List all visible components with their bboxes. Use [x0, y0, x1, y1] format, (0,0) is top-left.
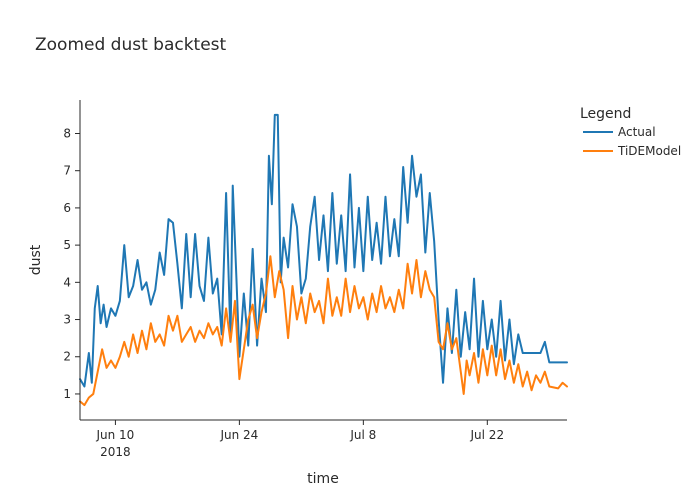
x-tick-label: Jul 22 — [470, 428, 505, 442]
x-tick-label: Jul 8 — [349, 428, 376, 442]
legend-label-actual: Actual — [618, 125, 656, 139]
y-axis-title: dust — [28, 244, 44, 275]
x-tick-label: Jun 10 — [95, 428, 134, 442]
legend: Legend Actual TiDEModel — [580, 106, 681, 158]
y-tick-label: 7 — [63, 164, 71, 178]
y-tick-label: 3 — [63, 313, 71, 327]
plot-area: 1 2 3 4 5 6 7 8 Jun 10 2018 Jun 24 Jul 8 Jul 22 — [63, 100, 568, 459]
y-tick-label: 6 — [63, 201, 71, 215]
x-axis-title: time — [307, 471, 339, 487]
x-tick-label: Jun 24 — [219, 428, 258, 442]
legend-title: Legend — [580, 106, 631, 122]
legend-label-tidemodel: TiDEModel — [617, 144, 681, 158]
y-axis-ticks: 1 2 3 4 5 6 7 8 — [63, 126, 80, 401]
chart-title: Zoomed dust backtest — [35, 35, 227, 55]
series-layer — [79, 113, 568, 407]
series-line-actual — [79, 113, 568, 388]
y-tick-label: 4 — [63, 275, 71, 289]
series-line-tidemodel — [79, 255, 568, 407]
y-tick-label: 2 — [63, 350, 71, 364]
y-tick-label: 8 — [63, 126, 71, 140]
y-tick-label: 1 — [63, 387, 71, 401]
y-tick-label: 5 — [63, 238, 71, 252]
x-tick-sublabel: 2018 — [100, 445, 131, 459]
legend-items: Actual TiDEModel — [583, 125, 681, 158]
x-axis-ticks: Jun 10 2018 Jun 24 Jul 8 Jul 22 — [95, 420, 504, 459]
